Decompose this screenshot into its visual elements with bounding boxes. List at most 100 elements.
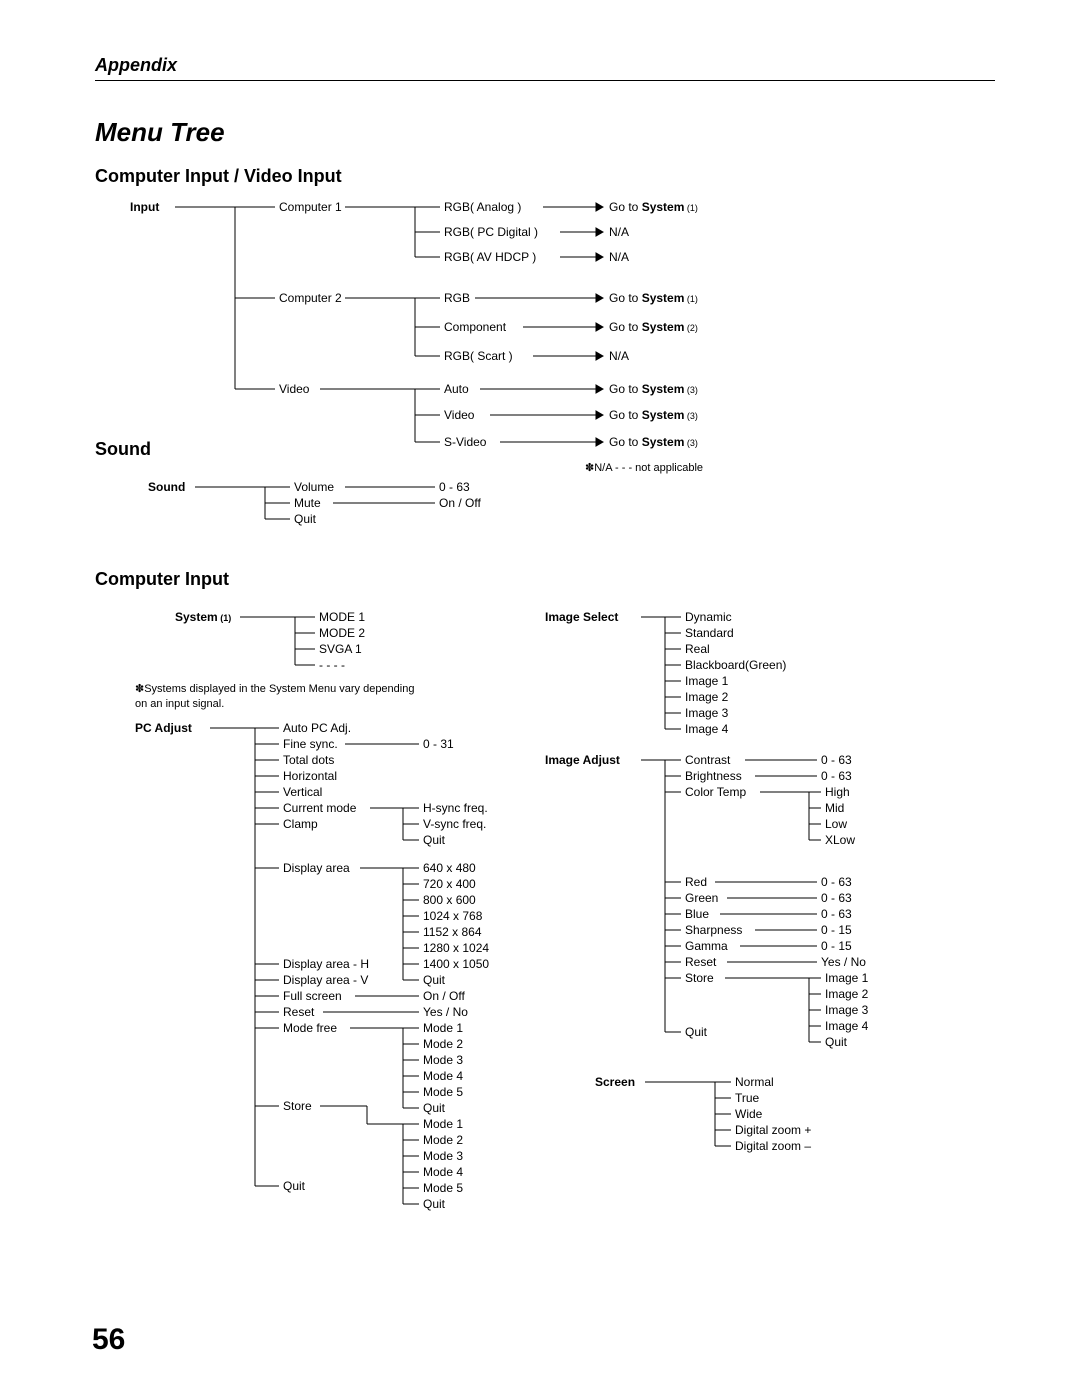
v-auto: Auto xyxy=(444,382,469,396)
sys-m1: MODE 1 xyxy=(319,610,365,624)
sound-volume-v: 0 - 63 xyxy=(439,480,470,494)
mf-m3: Mode 3 xyxy=(423,1053,463,1067)
ia-gamma: Gamma xyxy=(685,939,728,953)
c1-rgb-pcdigital: RGB( PC Digital ) xyxy=(444,225,538,239)
ia-green: Green xyxy=(685,891,718,905)
ia-store: Store xyxy=(685,971,714,985)
da-q: Quit xyxy=(423,973,445,987)
is-real: Real xyxy=(685,642,710,656)
is-i1: Image 1 xyxy=(685,674,728,688)
mf-m4: Mode 4 xyxy=(423,1069,463,1083)
st-m2: Mode 2 xyxy=(423,1133,463,1147)
pc-disparea: Display area xyxy=(283,861,350,875)
cm-h: H-sync freq. xyxy=(423,801,488,815)
ia-st-i4: Image 4 xyxy=(825,1019,868,1033)
ia-bright-v: 0 - 63 xyxy=(821,769,852,783)
ct-h: High xyxy=(825,785,850,799)
is-i2: Image 2 xyxy=(685,690,728,704)
st-m3: Mode 3 xyxy=(423,1149,463,1163)
imgadjust-label: Image Adjust xyxy=(545,753,620,767)
c2-component: Component xyxy=(444,320,506,334)
da-d: 1024 x 768 xyxy=(423,909,482,923)
ia-reset-v: Yes / No xyxy=(821,955,866,969)
video: Video xyxy=(279,382,309,396)
ia-ctemp: Color Temp xyxy=(685,785,746,799)
sys-m2: MODE 2 xyxy=(319,626,365,640)
cm-q: Quit xyxy=(423,833,445,847)
pc-reset: Reset xyxy=(283,1005,314,1019)
ia-st-q: Quit xyxy=(825,1035,847,1049)
pc-total: Total dots xyxy=(283,753,334,767)
ct-m: Mid xyxy=(825,801,844,815)
mf-m1: Mode 1 xyxy=(423,1021,463,1035)
is-bb: Blackboard(Green) xyxy=(685,658,786,672)
ia-st-i2: Image 2 xyxy=(825,987,868,1001)
sound-label: Sound xyxy=(148,480,185,494)
mf-m2: Mode 2 xyxy=(423,1037,463,1051)
st-m5: Mode 5 xyxy=(423,1181,463,1195)
c2-na-c: N/A xyxy=(609,349,629,363)
computer-input-tree: System (1) MODE 1 MODE 2 SVGA 1 - - - - … xyxy=(95,602,995,1222)
pc-fine-v: 0 - 31 xyxy=(423,737,454,751)
pc-full: Full screen xyxy=(283,989,342,1003)
c2-rgb: RGB xyxy=(444,291,470,305)
computer1: Computer 1 xyxy=(279,200,342,214)
sound-volume: Volume xyxy=(294,480,334,494)
mf-q: Quit xyxy=(423,1101,445,1115)
st-m4: Mode 4 xyxy=(423,1165,463,1179)
pc-dah: Display area - H xyxy=(283,957,369,971)
ia-green-v: 0 - 63 xyxy=(821,891,852,905)
v-goto-b: Go to System (3) xyxy=(609,408,698,422)
ia-gamma-v: 0 - 15 xyxy=(821,939,852,953)
pc-auto: Auto PC Adj. xyxy=(283,721,351,735)
input-label: Input xyxy=(130,200,159,214)
sys-dash: - - - - xyxy=(319,658,345,672)
pc-quit: Quit xyxy=(283,1179,305,1193)
ia-contrast-v: 0 - 63 xyxy=(821,753,852,767)
ia-red-v: 0 - 63 xyxy=(821,875,852,889)
da-f: 1280 x 1024 xyxy=(423,941,489,955)
da-b: 720 x 400 xyxy=(423,877,476,891)
sound-heading: Sound xyxy=(95,439,151,460)
sys-svga: SVGA 1 xyxy=(319,642,362,656)
pc-horiz: Horizontal xyxy=(283,769,337,783)
sys-note: ✽Systems displayed in the System Menu va… xyxy=(135,682,415,712)
section2-heading: Computer Input xyxy=(95,569,995,590)
ia-reset: Reset xyxy=(685,955,716,969)
ia-sharp: Sharpness xyxy=(685,923,742,937)
pc-store: Store xyxy=(283,1099,312,1113)
ia-blue: Blue xyxy=(685,907,709,921)
tree-lines xyxy=(95,199,995,559)
pc-fine: Fine sync. xyxy=(283,737,338,751)
da-g: 1400 x 1050 xyxy=(423,957,489,971)
cm-v: V-sync freq. xyxy=(423,817,486,831)
c1-rgb-analog: RGB( Analog ) xyxy=(444,200,521,214)
ct-l: Low xyxy=(825,817,847,831)
is-std: Standard xyxy=(685,626,734,640)
c1-na-b: N/A xyxy=(609,225,629,239)
pc-full-v: On / Off xyxy=(423,989,465,1003)
c2-goto-a: Go to System (1) xyxy=(609,291,698,305)
da-a: 640 x 480 xyxy=(423,861,476,875)
page-title: Menu Tree xyxy=(95,117,995,148)
ia-st-i1: Image 1 xyxy=(825,971,868,985)
computer2: Computer 2 xyxy=(279,291,342,305)
v-goto-c: Go to System (3) xyxy=(609,435,698,449)
v-svideo: S-Video xyxy=(444,435,486,449)
section1-heading: Computer Input / Video Input xyxy=(95,166,995,187)
sound-quit: Quit xyxy=(294,512,316,526)
ia-st-i3: Image 3 xyxy=(825,1003,868,1017)
is-i3: Image 3 xyxy=(685,706,728,720)
ia-quit: Quit xyxy=(685,1025,707,1039)
st-q: Quit xyxy=(423,1197,445,1211)
sc-true: True xyxy=(735,1091,759,1105)
sc-wide: Wide xyxy=(735,1107,762,1121)
mf-m5: Mode 5 xyxy=(423,1085,463,1099)
is-i4: Image 4 xyxy=(685,722,728,736)
pc-curmode: Current mode xyxy=(283,801,356,815)
ia-bright: Brightness xyxy=(685,769,742,783)
da-c: 800 x 600 xyxy=(423,893,476,907)
c1-rgb-avhdcp: RGB( AV HDCP ) xyxy=(444,250,536,264)
ia-blue-v: 0 - 63 xyxy=(821,907,852,921)
pc-modefree: Mode free xyxy=(283,1021,337,1035)
